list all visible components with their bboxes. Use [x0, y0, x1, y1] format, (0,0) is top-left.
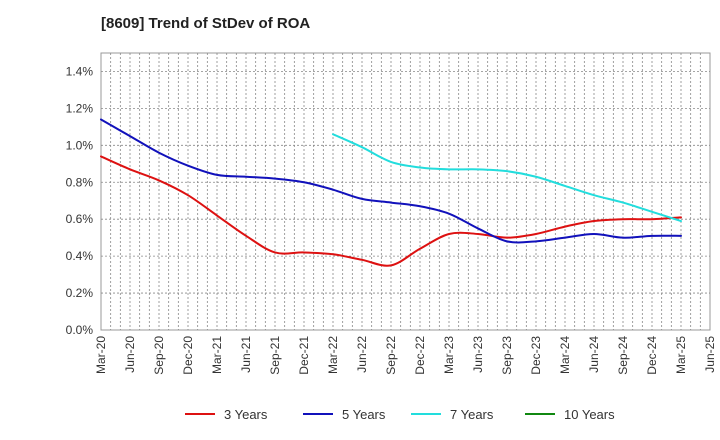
grid-lines	[101, 53, 710, 330]
y-tick-label: 1.2%	[66, 101, 94, 115]
series-line-2	[332, 133, 682, 223]
y-tick-label: 0.2%	[66, 286, 94, 300]
x-tick-label: Jun-20	[123, 336, 137, 373]
x-tick-label: Mar-21	[210, 336, 224, 374]
x-tick-label: Mar-22	[326, 336, 340, 374]
x-tick-label: Dec-24	[645, 336, 659, 375]
x-tick-label: Jun-23	[471, 336, 485, 373]
series-line-1	[100, 118, 682, 244]
x-tick-label: Mar-23	[442, 336, 456, 374]
legend-label-0: 3 Years	[224, 407, 268, 422]
x-tick-label: Mar-24	[558, 336, 572, 374]
y-tick-label: 0.6%	[66, 212, 94, 226]
plot-area	[100, 52, 711, 331]
series-line-0	[100, 155, 682, 267]
x-tick-label: Dec-20	[181, 336, 195, 375]
x-tick-label: Jun-21	[239, 336, 253, 373]
y-tick-label: 0.0%	[66, 323, 94, 337]
x-tick-label: Sep-21	[268, 336, 282, 375]
x-tick-label: Mar-20	[94, 336, 108, 374]
chart-title: [8609] Trend of StDev of ROA	[101, 15, 310, 32]
legend-label-1: 5 Years	[342, 407, 386, 422]
legend-label-2: 7 Years	[450, 407, 494, 422]
x-tick-label: Sep-20	[152, 336, 166, 375]
y-tick-label: 1.4%	[66, 64, 94, 78]
y-tick-label: 0.4%	[66, 249, 94, 263]
y-axis: 0.0% 0.2% 0.4% 0.6% 0.8% 1.0% 1.2% 1.4%	[66, 64, 94, 337]
y-tick-label: 1.0%	[66, 138, 94, 152]
legend: 3 Years 5 Years 7 Years 10 Years	[185, 407, 615, 422]
series-layer	[100, 118, 682, 267]
x-tick-label: Sep-22	[384, 336, 398, 375]
x-tick-label: Dec-21	[297, 336, 311, 375]
y-tick-label: 0.8%	[66, 175, 94, 189]
x-tick-label: Dec-23	[529, 336, 543, 375]
x-tick-label: Sep-23	[500, 336, 514, 375]
x-tick-label: Dec-22	[413, 336, 427, 375]
x-tick-label: Mar-25	[674, 336, 688, 374]
x-axis: Mar-20 Jun-20 Sep-20 Dec-20 Mar-21 Jun-21 Sep-…	[94, 336, 717, 375]
legend-label-3: 10 Years	[564, 407, 615, 422]
x-tick-label: Jun-22	[355, 336, 369, 373]
x-tick-label: Sep-24	[616, 336, 630, 375]
x-tick-label: Jun-24	[587, 336, 601, 373]
x-tick-label: Jun-25	[703, 336, 717, 373]
